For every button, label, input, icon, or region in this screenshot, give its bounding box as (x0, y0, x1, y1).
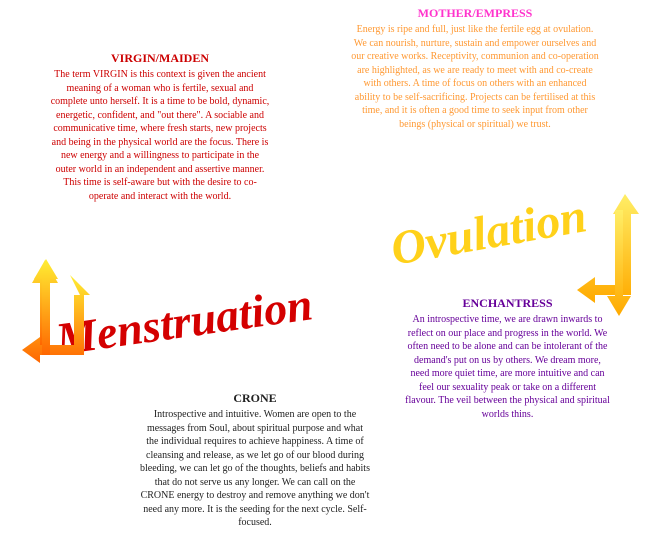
ovulation-label: Ovulation (387, 188, 591, 276)
crone-heading: CRONE (140, 390, 370, 406)
crone-section: CRONE Introspective and intuitive. Women… (140, 390, 370, 530)
virgin-maiden-section: VIRGIN/MAIDEN The term VIRGIN is this co… (50, 50, 270, 203)
virgin-heading: VIRGIN/MAIDEN (50, 50, 270, 66)
virgin-body: The term VIRGIN is this context is given… (50, 68, 270, 203)
enchantress-body: An introspective time, we are drawn inwa… (405, 313, 610, 421)
right-arrow-icon (575, 190, 645, 320)
mother-empress-section: MOTHER/EMPRESS Energy is ripe and full, … (350, 5, 600, 131)
mother-heading: MOTHER/EMPRESS (350, 5, 600, 21)
left-arrow-icon (20, 255, 100, 385)
mother-body: Energy is ripe and full, just like the f… (350, 23, 600, 131)
crone-body: Introspective and intuitive. Women are o… (140, 408, 370, 530)
